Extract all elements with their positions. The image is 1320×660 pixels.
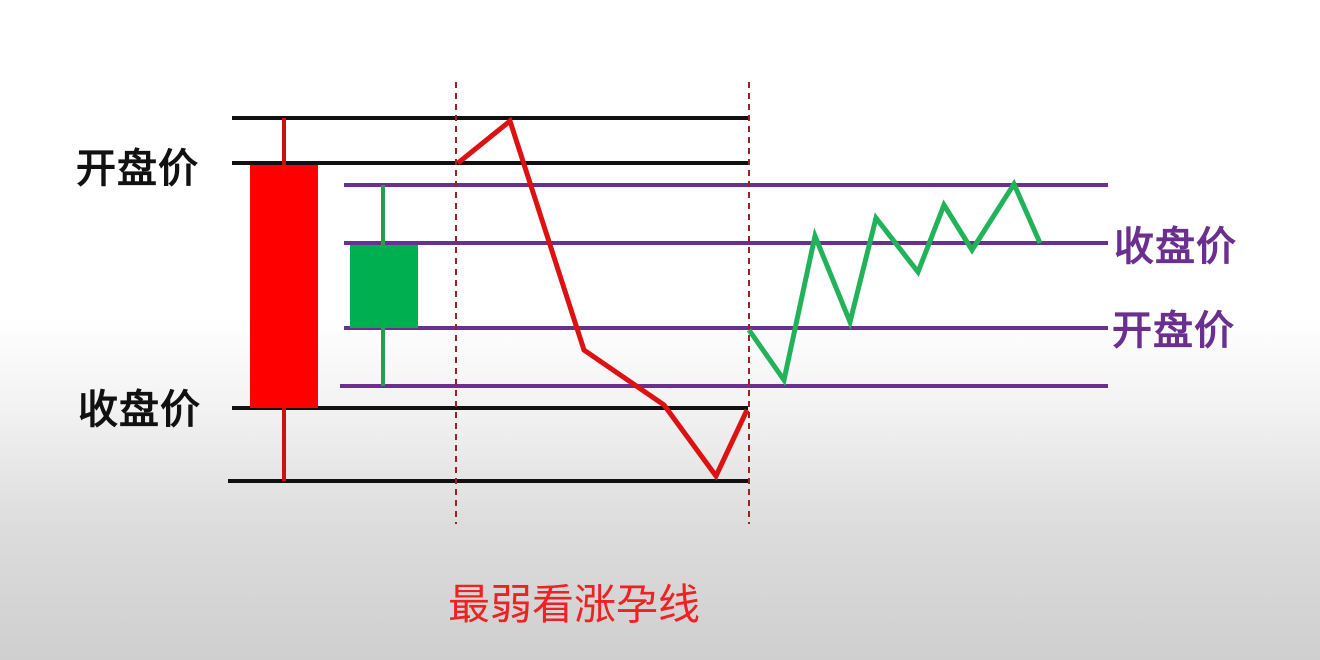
diagram-caption: 最弱看涨孕线	[448, 580, 701, 629]
green-price-path	[746, 178, 1043, 387]
red-price-path	[456, 116, 750, 481]
green-candle-body	[350, 245, 418, 328]
label-open-price-left: 开盘价	[76, 146, 199, 192]
label-close-price-left: 收盘价	[78, 387, 201, 433]
label-close-price-right: 收盘价	[1114, 224, 1237, 270]
red-candle-body	[250, 165, 318, 408]
label-open-price-right: 开盘价	[1112, 308, 1235, 354]
